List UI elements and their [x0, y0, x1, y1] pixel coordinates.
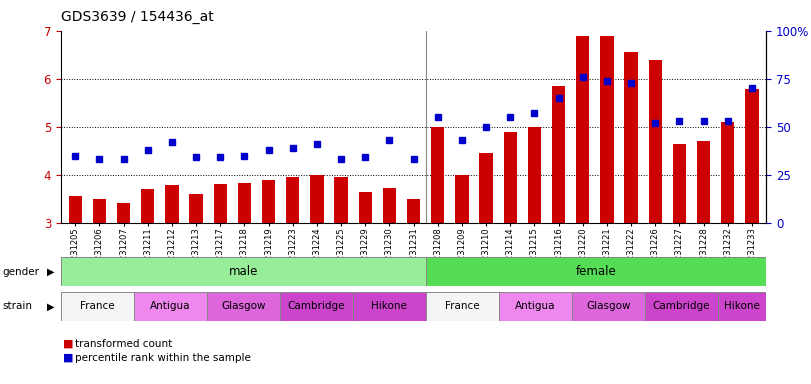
Text: ■: ■	[63, 353, 74, 363]
Bar	[624, 52, 637, 223]
FancyBboxPatch shape	[718, 292, 766, 321]
Bar	[455, 175, 469, 223]
Bar	[165, 185, 178, 223]
Bar	[673, 144, 686, 223]
Bar	[117, 203, 131, 223]
Bar	[576, 36, 590, 223]
FancyBboxPatch shape	[280, 292, 353, 321]
Bar	[141, 189, 154, 223]
Text: Hikone: Hikone	[371, 301, 407, 311]
Bar	[334, 177, 348, 223]
Bar	[213, 184, 227, 223]
FancyBboxPatch shape	[572, 292, 645, 321]
Bar	[649, 60, 662, 223]
Bar	[383, 188, 396, 223]
Text: Antigua: Antigua	[515, 301, 556, 311]
FancyBboxPatch shape	[426, 292, 499, 321]
FancyBboxPatch shape	[426, 257, 766, 286]
Bar	[407, 199, 420, 223]
Text: France: France	[80, 301, 114, 311]
Text: transformed count: transformed count	[75, 339, 173, 349]
FancyBboxPatch shape	[499, 292, 572, 321]
Text: female: female	[576, 265, 616, 278]
Text: Antigua: Antigua	[150, 301, 191, 311]
Bar	[69, 196, 82, 223]
Bar	[311, 175, 324, 223]
Bar	[92, 199, 106, 223]
Text: strain: strain	[2, 301, 32, 311]
Text: France: France	[445, 301, 479, 311]
FancyBboxPatch shape	[61, 292, 134, 321]
FancyBboxPatch shape	[207, 292, 280, 321]
Text: ▶: ▶	[47, 301, 54, 311]
FancyBboxPatch shape	[134, 292, 207, 321]
Bar	[358, 192, 372, 223]
Text: ■: ■	[63, 339, 74, 349]
Text: Cambridge: Cambridge	[653, 301, 710, 311]
Bar	[528, 127, 541, 223]
Text: gender: gender	[2, 267, 40, 277]
Text: Hikone: Hikone	[724, 301, 760, 311]
Bar	[504, 132, 517, 223]
Bar	[697, 141, 710, 223]
Bar	[745, 89, 758, 223]
Bar	[600, 36, 614, 223]
FancyBboxPatch shape	[645, 292, 718, 321]
Text: Cambridge: Cambridge	[288, 301, 345, 311]
Bar	[286, 177, 299, 223]
Text: percentile rank within the sample: percentile rank within the sample	[75, 353, 251, 363]
Bar	[190, 194, 203, 223]
Bar	[721, 122, 735, 223]
Text: GDS3639 / 154436_at: GDS3639 / 154436_at	[61, 10, 213, 23]
Text: Glasgow: Glasgow	[586, 301, 630, 311]
FancyBboxPatch shape	[61, 257, 426, 286]
Bar	[238, 184, 251, 223]
Text: Glasgow: Glasgow	[221, 301, 265, 311]
Bar	[552, 86, 565, 223]
Text: ▶: ▶	[47, 267, 54, 277]
Bar	[479, 153, 493, 223]
Bar	[431, 127, 444, 223]
Text: male: male	[229, 265, 258, 278]
FancyBboxPatch shape	[353, 292, 426, 321]
Bar	[262, 180, 275, 223]
